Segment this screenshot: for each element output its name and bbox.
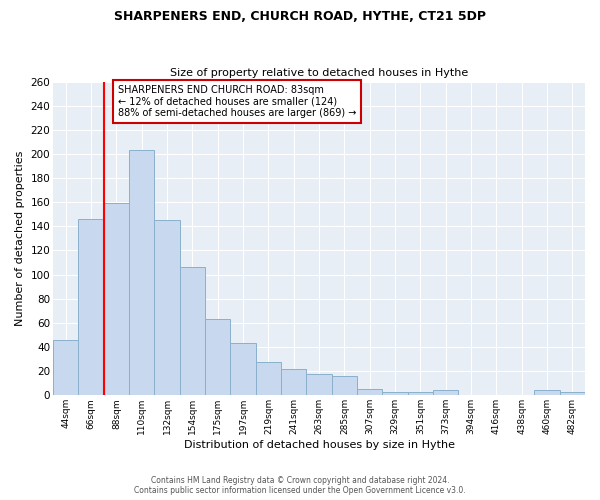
Bar bbox=[332, 376, 357, 396]
Bar bbox=[79, 219, 104, 396]
Text: Contains HM Land Registry data © Crown copyright and database right 2024.
Contai: Contains HM Land Registry data © Crown c… bbox=[134, 476, 466, 495]
Bar bbox=[281, 368, 307, 396]
Bar bbox=[357, 390, 382, 396]
Bar bbox=[560, 392, 585, 396]
Bar bbox=[307, 374, 332, 396]
Title: Size of property relative to detached houses in Hythe: Size of property relative to detached ho… bbox=[170, 68, 468, 78]
Bar bbox=[129, 150, 154, 396]
Bar bbox=[535, 390, 560, 396]
Bar bbox=[407, 392, 433, 396]
Y-axis label: Number of detached properties: Number of detached properties bbox=[15, 150, 25, 326]
Text: SHARPENERS END CHURCH ROAD: 83sqm
← 12% of detached houses are smaller (124)
88%: SHARPENERS END CHURCH ROAD: 83sqm ← 12% … bbox=[118, 85, 356, 118]
Bar bbox=[382, 392, 407, 396]
X-axis label: Distribution of detached houses by size in Hythe: Distribution of detached houses by size … bbox=[184, 440, 455, 450]
Bar bbox=[433, 390, 458, 396]
Bar bbox=[205, 320, 230, 396]
Text: SHARPENERS END, CHURCH ROAD, HYTHE, CT21 5DP: SHARPENERS END, CHURCH ROAD, HYTHE, CT21… bbox=[114, 10, 486, 23]
Bar bbox=[256, 362, 281, 396]
Bar bbox=[180, 268, 205, 396]
Bar bbox=[154, 220, 180, 396]
Bar bbox=[53, 340, 79, 396]
Bar bbox=[104, 204, 129, 396]
Bar bbox=[230, 344, 256, 396]
